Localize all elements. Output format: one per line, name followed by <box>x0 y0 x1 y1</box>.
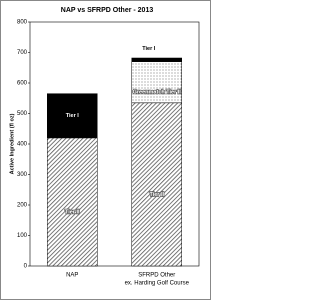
y-tick-label: 700 <box>17 50 28 56</box>
segment-label: Tier I <box>66 113 80 119</box>
y-tick-label: 800 <box>17 20 28 26</box>
y-tick-label: 200 <box>17 203 28 209</box>
y-tick-label: 400 <box>17 142 28 148</box>
y-tick-label: 500 <box>17 111 28 117</box>
y-tick-label: 0 <box>24 264 28 270</box>
y-axis-label: Active Ingredient (fl oz) <box>9 113 15 174</box>
x-tick-label: NAP <box>66 273 78 279</box>
bar-segment <box>131 57 182 62</box>
bar-segment <box>47 137 98 267</box>
x-tick-label: SFRPD Other <box>138 273 175 279</box>
segment-label: Tier I <box>142 45 156 52</box>
y-tick-label: 100 <box>17 233 28 239</box>
chart-title: NAP vs SFRPD Other - 2013 <box>61 7 154 14</box>
segment-label: Tier II <box>149 192 164 198</box>
y-tick-label: 600 <box>17 81 28 87</box>
segment-label: Tier II <box>65 209 80 215</box>
bar-segment <box>131 61 182 104</box>
chart: NAP vs SFRPD Other - 2013 Active Ingredi… <box>0 0 211 300</box>
x-annotation: ex. Harding Golf Course <box>125 281 190 287</box>
y-tick-label: 300 <box>17 172 28 178</box>
page: NAP vs SFRPD Other - 2013 Active Ingredi… <box>0 0 211 300</box>
bar-segment <box>47 93 98 139</box>
bar-segment <box>131 102 182 267</box>
segment-label: Greenmatch Tier II <box>133 90 182 96</box>
